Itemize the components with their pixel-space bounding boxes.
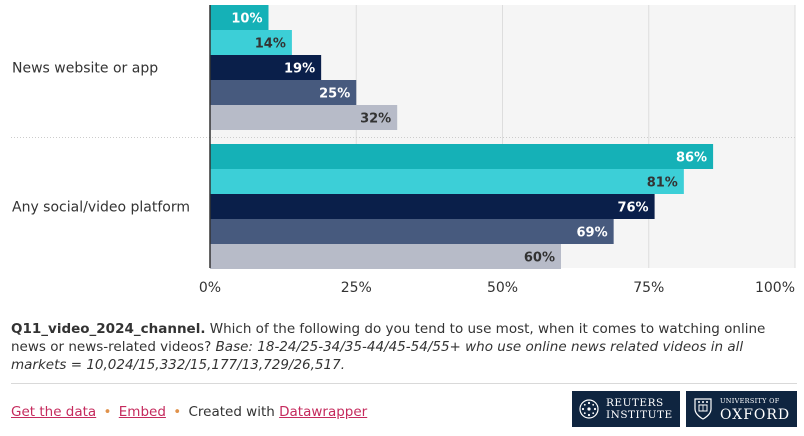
embed-link[interactable]: Embed	[118, 404, 166, 420]
bar-chart: 10% 14% 19% 25% 32% News website or app 86% 81%…	[11, 5, 796, 296]
bar	[210, 219, 614, 244]
bar	[210, 105, 398, 130]
base-text: Base: 18-24/25-34/35-44/45-54/55+ who us…	[11, 339, 744, 373]
created-with-text: Created with	[188, 404, 275, 420]
bar-value-label: 60%	[524, 251, 555, 266]
bar	[210, 244, 561, 269]
get-the-data-link[interactable]: Get the data	[11, 404, 97, 420]
bar-value-label: 81%	[647, 176, 678, 191]
bar	[210, 80, 357, 105]
bar-value-label: 69%	[577, 226, 608, 241]
x-tick-label: 50%	[487, 280, 518, 296]
x-tick-label: 25%	[341, 280, 372, 296]
reuters-institute-logo[interactable]: REUTERS INSTITUTE	[572, 391, 680, 427]
bar-value-label: 32%	[360, 112, 391, 127]
footer: Get the data • Embed • Created with Data…	[11, 404, 367, 420]
bar-value-label: 76%	[617, 201, 648, 216]
oxford-line1: UNIVERSITY OF	[720, 397, 780, 405]
bar-value-label: 19%	[284, 62, 315, 77]
bar-value-label: 25%	[319, 87, 350, 102]
bar	[210, 194, 655, 219]
oxford-line2: OXFORD	[720, 407, 791, 423]
bar	[210, 144, 714, 169]
oxford-logo[interactable]: UNIVERSITY OF OXFORD	[686, 391, 797, 427]
x-tick-label: 100%	[755, 280, 795, 296]
bar	[210, 169, 684, 194]
globe-icon	[579, 399, 599, 419]
question-text: Which of the following do you tend to us…	[11, 321, 766, 355]
reuters-line2: INSTITUTE	[606, 409, 673, 421]
footer-divider	[11, 383, 797, 384]
bar-value-label: 14%	[255, 37, 286, 52]
x-tick-label: 75%	[633, 280, 664, 296]
bar	[210, 55, 322, 80]
chart-notes: Q11_video_2024_channel. Which of the fol…	[11, 320, 797, 374]
category-label: Any social/video platform	[12, 200, 190, 216]
bar-value-label: 86%	[676, 151, 707, 166]
question-id: Q11_video_2024_channel.	[11, 321, 206, 337]
bar-value-label: 10%	[231, 12, 262, 27]
datawrapper-link[interactable]: Datawrapper	[279, 404, 368, 420]
category-label: News website or app	[12, 61, 158, 77]
footer-separator: •	[103, 404, 112, 420]
bar	[210, 30, 292, 55]
crest-icon	[694, 398, 712, 420]
x-tick-label: 0%	[199, 280, 221, 296]
reuters-line1: REUTERS	[606, 397, 664, 409]
footer-separator: •	[173, 404, 182, 420]
bar	[210, 5, 269, 30]
